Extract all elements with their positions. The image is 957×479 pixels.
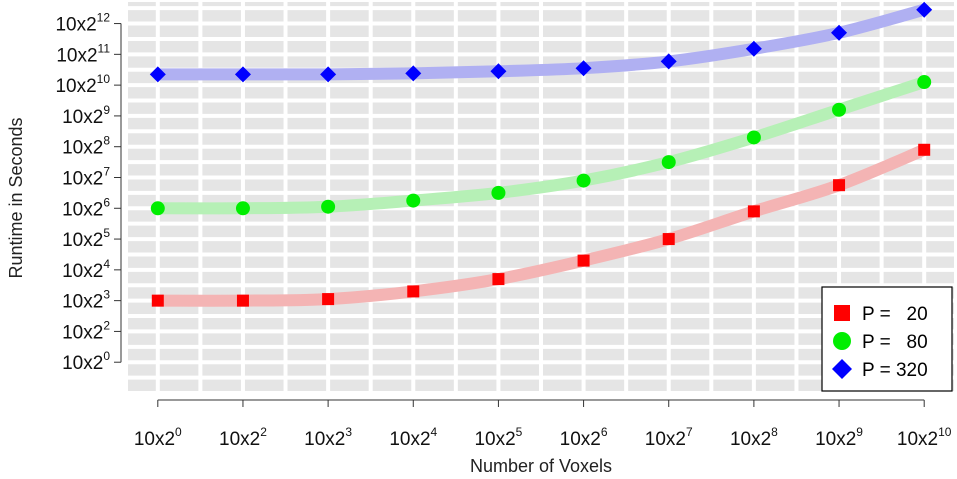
- series-line-2: [157, 3, 926, 81]
- data-point-diamond: [831, 24, 848, 41]
- y-tick-label: 10x28: [62, 134, 110, 159]
- data-point-circle: [150, 201, 165, 216]
- x-tick-label: 10x25: [474, 425, 522, 450]
- data-point-circle: [661, 155, 676, 170]
- data-point-circle: [576, 173, 591, 188]
- data-point-circle: [235, 201, 250, 216]
- series-markers: [149, 1, 933, 307]
- y-tick-label: 10x26: [62, 195, 110, 220]
- data-point-circle: [406, 193, 421, 208]
- data-point-diamond: [916, 1, 933, 18]
- y-axis: 10x20 10x22 10x23 10x24 10x25 10x26 10x27 10x28…: [55, 11, 122, 374]
- y-tick-label: 10x210: [55, 72, 110, 97]
- data-point-square: [833, 179, 846, 192]
- x-tick-label: 10x29: [815, 425, 863, 450]
- legend-label: P = 20: [862, 304, 928, 325]
- data-point-square: [747, 205, 760, 218]
- data-point-diamond: [745, 40, 762, 57]
- data-point-circle: [491, 185, 506, 200]
- legend-marker: [832, 359, 852, 379]
- y-tick-label: 10x29: [62, 103, 110, 128]
- data-point-circle: [917, 75, 932, 90]
- x-tick-label: 10x20: [134, 425, 182, 450]
- data-point-square: [151, 294, 164, 307]
- data-point-diamond: [575, 60, 592, 77]
- legend-label: P = 80: [862, 332, 928, 353]
- x-tick-label: 10x210: [897, 425, 952, 450]
- x-axis: 10x20 10x22 10x23 10x24 10x25 10x26 10x27 10x28…: [134, 399, 952, 450]
- x-tick-label: 10x26: [560, 425, 608, 450]
- y-tick-label: 10x27: [62, 164, 110, 189]
- y-tick-label: 10x20: [62, 349, 110, 374]
- data-point-square: [407, 285, 420, 298]
- data-point-square: [322, 293, 335, 306]
- data-point-square: [492, 273, 505, 286]
- data-point-diamond: [320, 66, 337, 83]
- y-tick-label: 10x211: [56, 41, 110, 66]
- series-line-1: [157, 76, 927, 215]
- data-point-diamond: [490, 63, 507, 80]
- legend-marker: [833, 332, 851, 350]
- y-tick-label: 10x212: [55, 11, 110, 36]
- y-axis-title: Runtime in Seconds: [6, 117, 26, 278]
- series-lines: [157, 3, 927, 307]
- y-tick-label: 10x22: [62, 318, 110, 343]
- y-tick-label: 10x25: [62, 226, 110, 251]
- data-point-diamond: [234, 66, 251, 83]
- data-point-square: [662, 233, 675, 246]
- data-point-diamond: [149, 66, 166, 83]
- data-point-square: [918, 143, 931, 156]
- data-point-diamond: [660, 53, 677, 70]
- data-point-circle: [746, 130, 761, 145]
- data-point-circle: [321, 199, 336, 214]
- data-point-square: [236, 294, 249, 307]
- data-point-square: [577, 254, 590, 267]
- y-tick-label: 10x23: [62, 288, 110, 313]
- x-tick-label: 10x23: [304, 425, 352, 450]
- y-tick-label: 10x24: [62, 257, 110, 282]
- x-axis-title: Number of Voxels: [470, 456, 612, 476]
- x-tick-label: 10x27: [645, 425, 693, 450]
- data-point-circle: [832, 102, 847, 117]
- data-point-diamond: [405, 65, 422, 82]
- legend: P = 20 P = 80 P = 320: [821, 286, 953, 392]
- legend-marker: [834, 305, 850, 321]
- series-line-0: [157, 144, 927, 307]
- x-tick-label: 10x24: [389, 425, 437, 450]
- x-tick-label: 10x22: [219, 425, 267, 450]
- x-tick-label: 10x28: [730, 425, 778, 450]
- legend-label: P = 320: [862, 360, 928, 381]
